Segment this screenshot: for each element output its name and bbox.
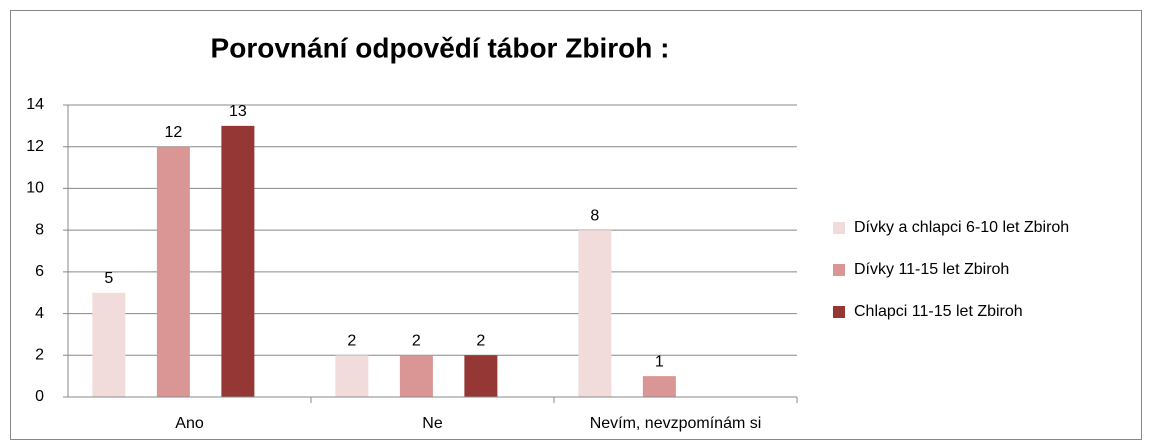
legend-label: Dívky 11-15 let Zbiroh bbox=[854, 261, 1009, 278]
data-label: 8 bbox=[590, 207, 599, 224]
chart-title: Porovnání odpovědí tábor Zbiroh : bbox=[211, 32, 670, 63]
data-label: 5 bbox=[104, 270, 113, 287]
y-tick-label: 2 bbox=[35, 347, 44, 364]
y-tick-label: 4 bbox=[35, 305, 44, 322]
y-tick-label: 6 bbox=[35, 263, 44, 280]
x-tick-label: Ne bbox=[422, 415, 443, 432]
bar bbox=[578, 230, 612, 397]
legend-label: Chlapci 11-15 let Zbiroh bbox=[854, 303, 1023, 320]
y-tick-label: 12 bbox=[26, 138, 44, 155]
data-label: 2 bbox=[412, 333, 421, 350]
y-tick-label: 8 bbox=[35, 221, 44, 238]
x-tick-label: Nevím, nevzpomínám si bbox=[590, 415, 762, 432]
data-label: 13 bbox=[229, 103, 247, 120]
legend-swatch bbox=[833, 264, 845, 276]
data-label: 1 bbox=[655, 353, 664, 370]
bar bbox=[156, 146, 190, 397]
data-label: 12 bbox=[164, 124, 182, 141]
bar bbox=[399, 355, 433, 397]
y-tick-label: 0 bbox=[35, 388, 44, 405]
data-label: 2 bbox=[476, 333, 485, 350]
bar bbox=[92, 292, 126, 397]
bar bbox=[221, 125, 255, 397]
legend-label: Dívky a chlapci 6-10 let Zbiroh bbox=[854, 219, 1069, 236]
y-tick-label: 10 bbox=[26, 180, 44, 197]
y-tick-label: 14 bbox=[26, 96, 44, 113]
data-label: 2 bbox=[347, 333, 356, 350]
legend-swatch bbox=[833, 222, 845, 234]
bar bbox=[642, 376, 676, 397]
x-tick-label: Ano bbox=[175, 415, 204, 432]
legend-swatch bbox=[833, 306, 845, 318]
bar bbox=[464, 355, 498, 397]
bar bbox=[335, 355, 369, 397]
chart-border bbox=[10, 10, 1142, 440]
